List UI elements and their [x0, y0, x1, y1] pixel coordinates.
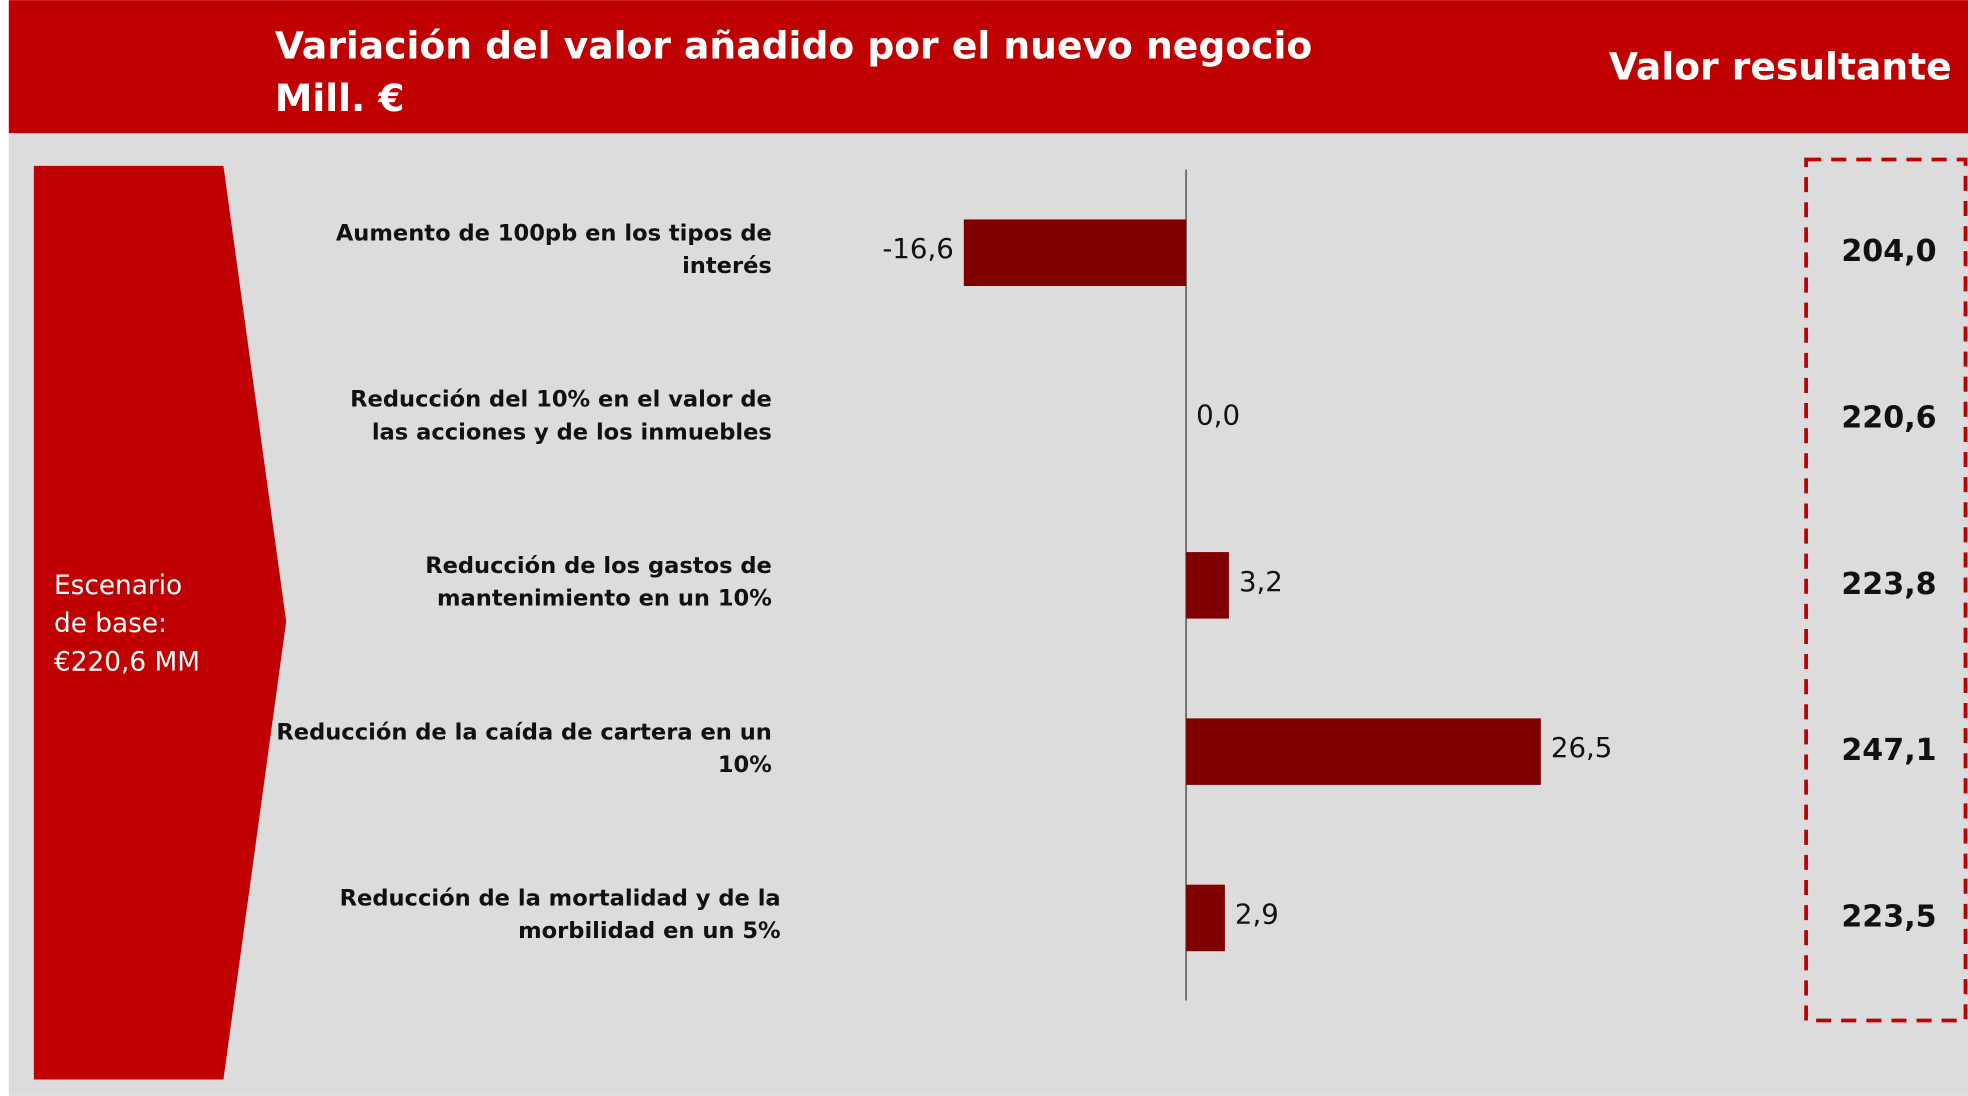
- result-value: 247,1: [1841, 733, 1936, 768]
- value-label: -16,6: [882, 232, 953, 265]
- header: [8, 0, 1968, 134]
- value-label: 0,0: [1196, 399, 1240, 432]
- category-label: 10%: [718, 752, 772, 778]
- result-value: 223,5: [1841, 899, 1936, 934]
- chart-title: Variación del valor añadido por el nuevo…: [275, 23, 1312, 67]
- value-label: 26,5: [1551, 731, 1612, 764]
- bar: [963, 219, 1187, 286]
- panel: [8, 133, 1968, 1096]
- category-label: Reducción del 10% en el valor de: [350, 387, 772, 413]
- results-box: [1804, 157, 1968, 1023]
- bar: [1186, 718, 1541, 785]
- base-arrow: [33, 165, 287, 1080]
- category-label: morbilidad en un 5%: [518, 918, 781, 944]
- results-title: Valor resultante: [1609, 45, 1952, 89]
- result-value: 204,0: [1841, 234, 1936, 269]
- category-label: Reducción de la caída de cartera en un: [276, 719, 772, 745]
- result-value: 220,6: [1841, 401, 1936, 436]
- category-label: mantenimiento en un 10%: [437, 586, 772, 612]
- bar: [1186, 884, 1225, 952]
- category-label: Reducción de los gastos de: [425, 553, 772, 579]
- base-label: €220,6 MM: [54, 647, 200, 677]
- category-label: las acciones y de los inmuebles: [372, 419, 772, 445]
- base-label: de base:: [54, 609, 167, 639]
- result-value: 223,8: [1841, 567, 1936, 602]
- chart-subtitle: Mill. €: [275, 76, 405, 120]
- category-label: Reducción de la mortalidad y de la: [340, 886, 781, 912]
- bar: [1186, 552, 1229, 619]
- value-label: 3,2: [1239, 565, 1283, 598]
- value-label: 2,9: [1235, 897, 1279, 930]
- base-label: Escenario: [54, 571, 182, 601]
- category-label: Aumento de 100pb en los tipos de: [336, 220, 772, 246]
- category-label: interés: [682, 253, 772, 279]
